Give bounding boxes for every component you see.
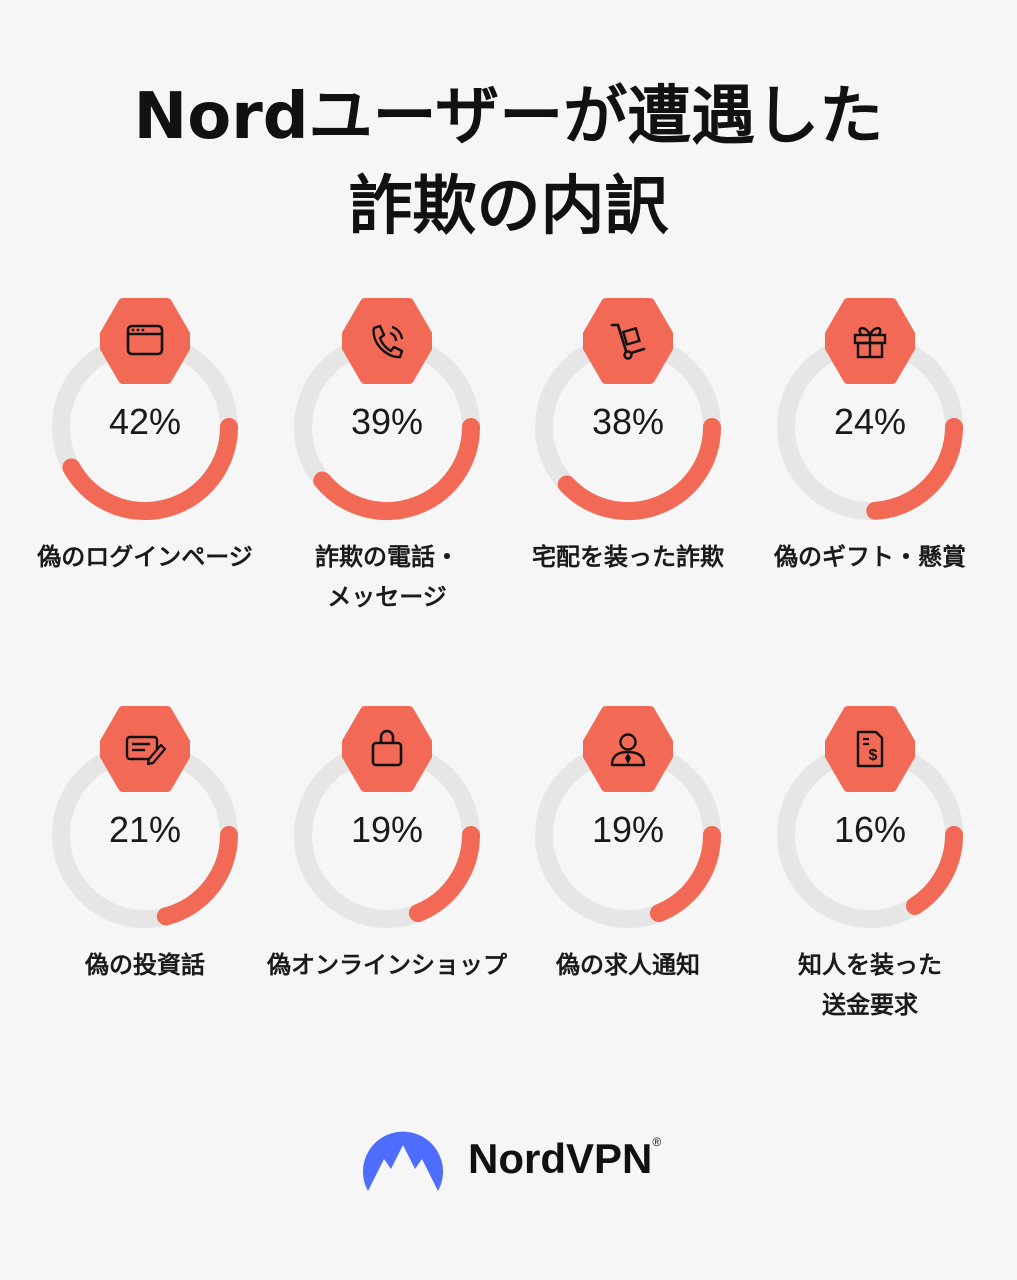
nordvpn-logo: NordVPN® <box>358 1125 678 1200</box>
category-label: 偽の投資話 <box>10 945 280 985</box>
chart-item: 42% 偽のログインページ <box>20 297 270 627</box>
hand-truck-icon <box>583 298 673 384</box>
category-label-line: 偽の求人通知 <box>556 951 700 979</box>
progress-arc <box>313 418 480 520</box>
chart-item: 38% 宅配を装った詐欺 <box>503 297 753 627</box>
progress-arc <box>156 826 238 926</box>
progress-arc <box>649 826 721 923</box>
category-label: 偽のログインページ <box>10 537 280 577</box>
category-label-line: 詐欺の電話・ <box>315 543 459 571</box>
percent-value: 42% <box>108 401 182 442</box>
svg-text:$: $ <box>869 747 878 764</box>
category-label-line: メッセージ <box>327 583 447 611</box>
brand-name: NordVPN® <box>468 1135 662 1182</box>
businessman-icon <box>583 706 673 792</box>
chart-item: 21% 偽の投資話 <box>20 705 270 1035</box>
browser-window-icon <box>100 298 190 384</box>
category-label-line: 偽のログインページ <box>37 543 253 571</box>
shopping-bag-icon <box>342 706 432 792</box>
nordvpn-mountain-logo-icon <box>363 1131 443 1191</box>
progress-arc <box>557 418 721 520</box>
progress-arc <box>408 826 480 923</box>
page-title: Nordユーザーが遭遇した 詐欺の内訳 <box>0 72 1017 252</box>
percent-value: 24% <box>833 401 907 442</box>
chart-item: 24% 偽のギフト・懸賞 <box>745 297 995 627</box>
category-label: 偽オンラインショップ <box>252 945 522 985</box>
percent-value: 19% <box>350 809 424 850</box>
chart-item: 39% 詐欺の電話・ メッセージ <box>262 297 512 627</box>
percent-value: 38% <box>591 401 665 442</box>
category-label: 偽のギフト・懸賞 <box>735 537 1005 577</box>
category-label-line: 宅配を装った詐欺 <box>532 543 724 571</box>
percent-value: 39% <box>350 401 424 442</box>
invoice-dollar-icon: $ <box>825 706 915 792</box>
percent-value: 16% <box>833 809 907 850</box>
category-label: 知人を装った 送金要求 <box>735 945 1005 1025</box>
percent-value: 19% <box>591 809 665 850</box>
category-label-line: 偽のギフト・懸賞 <box>774 543 966 571</box>
category-label-line: 送金要求 <box>822 991 918 1019</box>
progress-arc <box>866 418 963 520</box>
category-label-line: 偽オンラインショップ <box>267 951 507 979</box>
chart-item: $16% 知人を装った 送金要求 <box>745 705 995 1035</box>
chart-item: 19% 偽の求人通知 <box>503 705 753 1035</box>
document-pen-icon <box>100 706 190 792</box>
phone-ringing-icon <box>342 298 432 384</box>
percent-value: 21% <box>108 809 182 850</box>
title-line-2: 詐欺の内訳 <box>348 170 669 244</box>
gift-icon <box>825 298 915 384</box>
category-label: 詐欺の電話・ メッセージ <box>252 537 522 617</box>
progress-arc <box>906 826 963 915</box>
chart-item: 19% 偽オンラインショップ <box>262 705 512 1035</box>
category-label-line: 偽の投資話 <box>85 951 205 979</box>
progress-arc <box>62 418 238 520</box>
category-label-line: 知人を装った <box>798 951 942 979</box>
category-label: 宅配を装った詐欺 <box>493 537 763 577</box>
category-label: 偽の求人通知 <box>493 945 763 985</box>
title-line-1: Nordユーザーが遭遇した <box>133 80 884 154</box>
